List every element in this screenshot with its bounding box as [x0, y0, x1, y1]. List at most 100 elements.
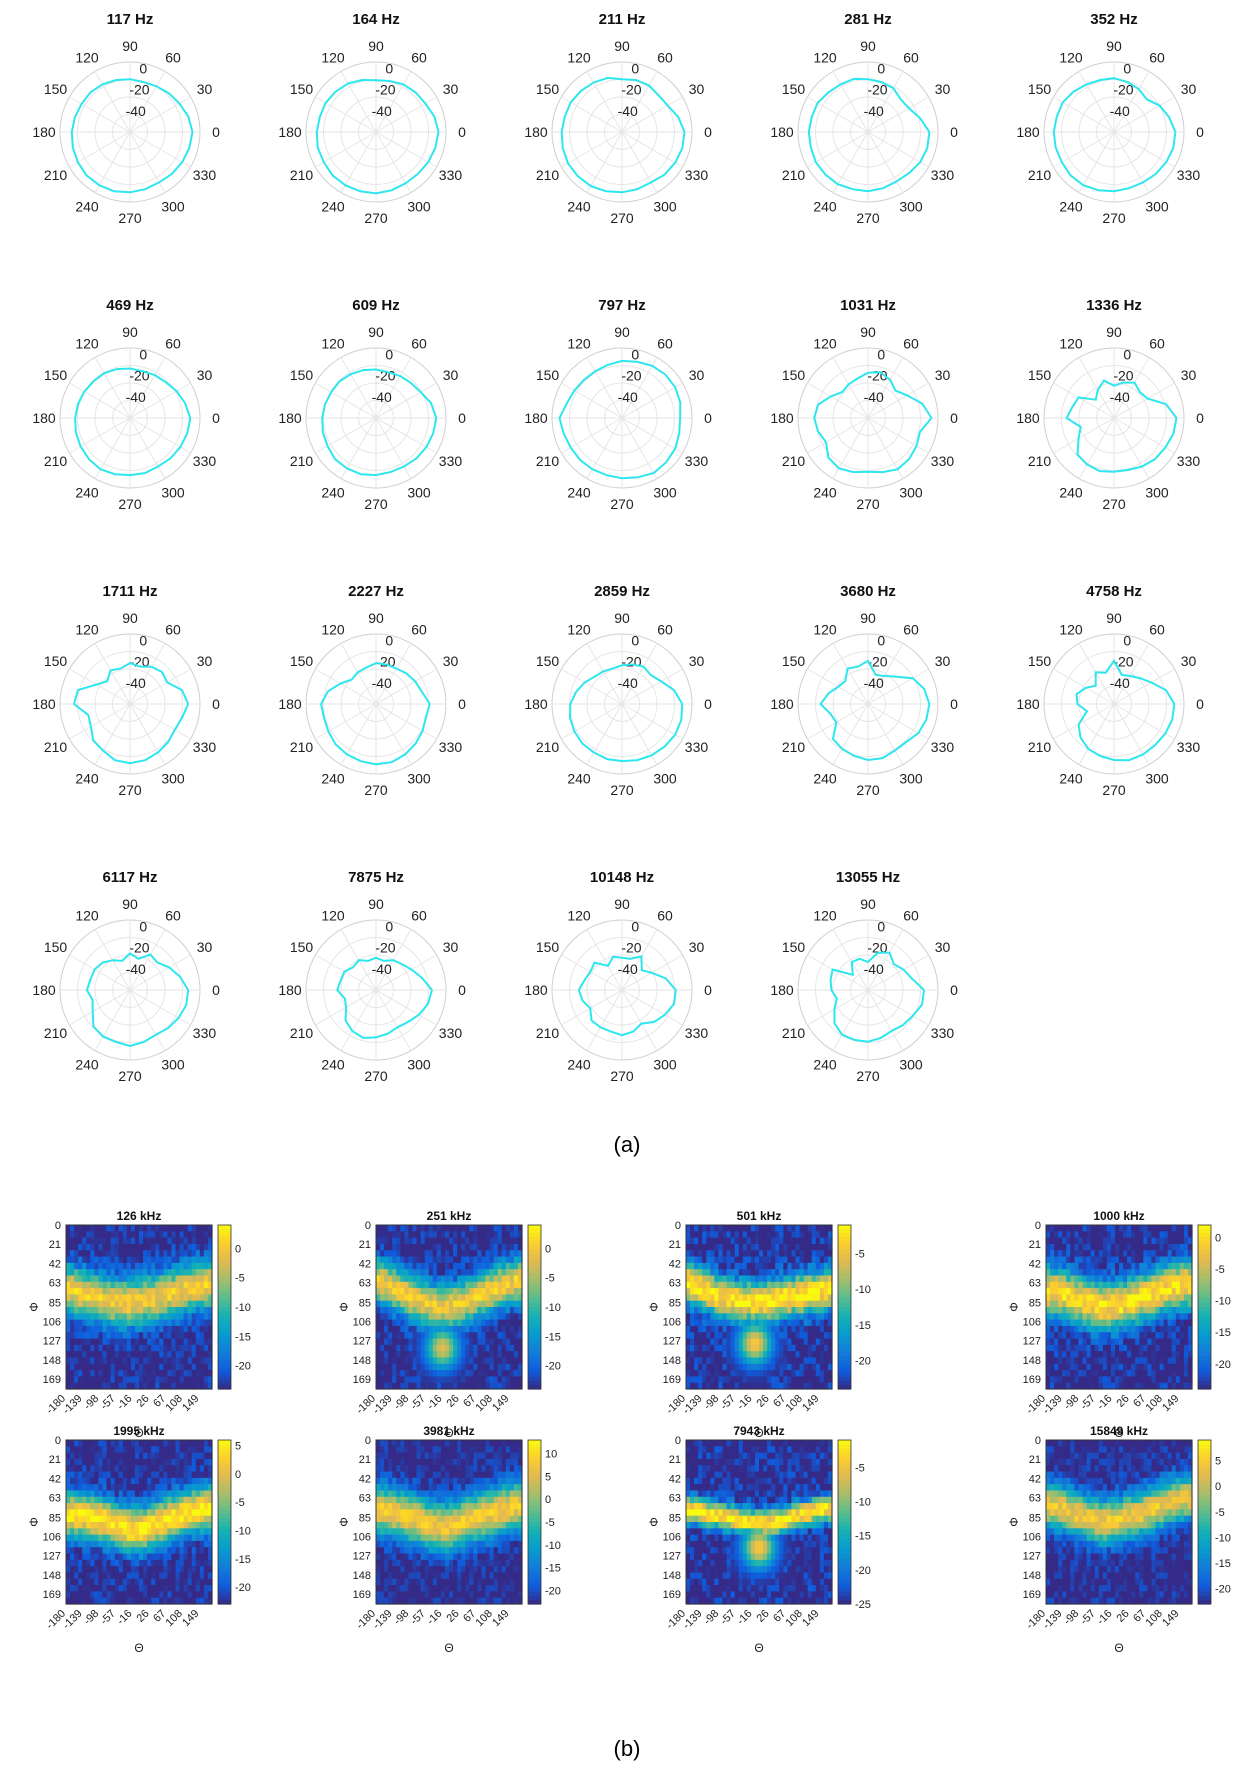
heatmap-title: 251 kHz — [427, 1209, 472, 1223]
heatmap-cell — [449, 1243, 454, 1251]
polar-angle-tick-label: 240 — [75, 484, 99, 500]
heatmap-cell — [803, 1332, 809, 1340]
heatmap-cell — [70, 1357, 75, 1365]
polar-radial-tick-label: 0 — [631, 60, 639, 76]
heatmap-cell — [1062, 1370, 1067, 1377]
colorbar-segment — [1198, 1257, 1211, 1263]
heatmap-cell — [461, 1250, 466, 1258]
heatmap-cell — [698, 1357, 703, 1365]
polar-angle-tick-label: 300 — [1145, 770, 1169, 786]
heatmap-cell — [730, 1344, 736, 1352]
heatmap-cell — [159, 1262, 164, 1270]
colorbar-segment — [218, 1372, 231, 1378]
polar-angle-tick-label: 330 — [193, 1025, 217, 1041]
heatmap-cell — [436, 1281, 442, 1289]
heatmap-cell — [485, 1351, 491, 1359]
heatmap-cell — [139, 1319, 144, 1327]
polar-angle-tick-label: 270 — [118, 496, 142, 512]
heatmap-cell — [449, 1363, 454, 1371]
heatmap-cell — [1123, 1370, 1128, 1377]
heatmap-cell — [823, 1325, 829, 1333]
heatmap-cell — [110, 1547, 116, 1555]
heatmap-cell — [1123, 1319, 1128, 1327]
heatmap-cell — [78, 1540, 83, 1548]
heatmap-cell — [473, 1332, 478, 1340]
heatmap-cell — [489, 1338, 495, 1346]
heatmap-cell — [501, 1262, 507, 1270]
heatmap-cell — [436, 1250, 442, 1258]
colorbar-segment — [218, 1302, 231, 1308]
heatmap-cell — [420, 1307, 426, 1314]
colorbar-segment — [1198, 1348, 1211, 1353]
heatmap-cell — [90, 1307, 95, 1314]
polar-angle-tick-label: 120 — [321, 50, 345, 66]
heatmap-cell — [167, 1338, 173, 1346]
heatmap-cell — [489, 1357, 495, 1365]
colorbar-segment — [838, 1278, 851, 1283]
heatmap-cell — [783, 1269, 788, 1277]
heatmap-cell — [74, 1528, 79, 1536]
heatmap-cell — [795, 1300, 801, 1308]
heatmap-cell — [481, 1231, 487, 1239]
heatmap-cell — [444, 1225, 450, 1232]
heatmap-cell — [730, 1237, 736, 1245]
heatmap-cell — [791, 1256, 797, 1264]
heatmap-cell — [1086, 1370, 1092, 1377]
heatmap-cell — [1054, 1288, 1059, 1295]
heatmap-cell — [477, 1338, 483, 1346]
heatmap-cell — [505, 1332, 511, 1340]
heatmap-cell — [74, 1275, 79, 1283]
heatmap-cell — [66, 1522, 71, 1529]
heatmap-cell — [501, 1269, 507, 1277]
heatmap-cell — [110, 1225, 116, 1232]
heatmap-cell — [90, 1363, 95, 1371]
heatmap-cell — [481, 1294, 487, 1302]
heatmap-cell — [819, 1243, 825, 1251]
heatmap-cell — [1159, 1376, 1165, 1384]
heatmap-cell — [513, 1262, 519, 1270]
heatmap-cell — [1114, 1344, 1120, 1352]
heatmap-cell — [400, 1332, 405, 1340]
heatmap-cell — [754, 1307, 760, 1314]
heatmap-cell — [102, 1522, 108, 1529]
heatmap-cell — [94, 1237, 100, 1245]
heatmap-cell — [759, 1319, 764, 1327]
colorbar-segment — [218, 1319, 231, 1324]
heatmap-cell — [686, 1250, 691, 1258]
heatmap-cell — [779, 1344, 784, 1352]
heatmap-cell — [126, 1269, 132, 1277]
heatmap-cell — [118, 1281, 124, 1289]
polar-radial-tick-label: -20 — [867, 940, 887, 956]
heatmap-cell — [750, 1300, 756, 1308]
heatmap-cell — [811, 1231, 817, 1239]
heatmap-cell — [803, 1376, 809, 1384]
heatmap-cell — [485, 1281, 491, 1289]
heatmap-cell — [1070, 1363, 1075, 1371]
heatmap-cell — [690, 1300, 695, 1308]
heatmap-cell — [122, 1357, 128, 1365]
heatmap-cell — [1179, 1243, 1185, 1251]
heatmap-cell — [485, 1294, 491, 1302]
heatmap-cell — [690, 1344, 695, 1352]
polar-radial-tick-label: 0 — [139, 918, 147, 934]
heatmap-cell — [759, 1294, 764, 1302]
heatmap-cell — [183, 1225, 189, 1232]
heatmap-cell — [734, 1294, 740, 1302]
heatmap-cell — [1147, 1281, 1153, 1289]
heatmap-cell — [1155, 1250, 1161, 1258]
heatmap-cell — [102, 1509, 108, 1517]
heatmap-cell — [819, 1269, 825, 1277]
heatmap-cell — [1054, 1231, 1059, 1239]
heatmap-cell — [183, 1275, 189, 1283]
heatmap-cell — [130, 1269, 136, 1277]
polar-angle-tick-label: 210 — [536, 453, 560, 469]
heatmap-cell — [110, 1490, 116, 1498]
heatmap-cell — [469, 1288, 474, 1295]
polar-angle-tick-label: 330 — [685, 453, 709, 469]
heatmap-cell — [767, 1281, 772, 1289]
polar-radial-tick-label: -40 — [126, 961, 146, 977]
colorbar-segment — [528, 1343, 541, 1349]
polar-radial-tick-label: -40 — [1110, 389, 1130, 405]
heatmap-cell — [159, 1269, 164, 1277]
heatmap-cell — [400, 1307, 405, 1314]
